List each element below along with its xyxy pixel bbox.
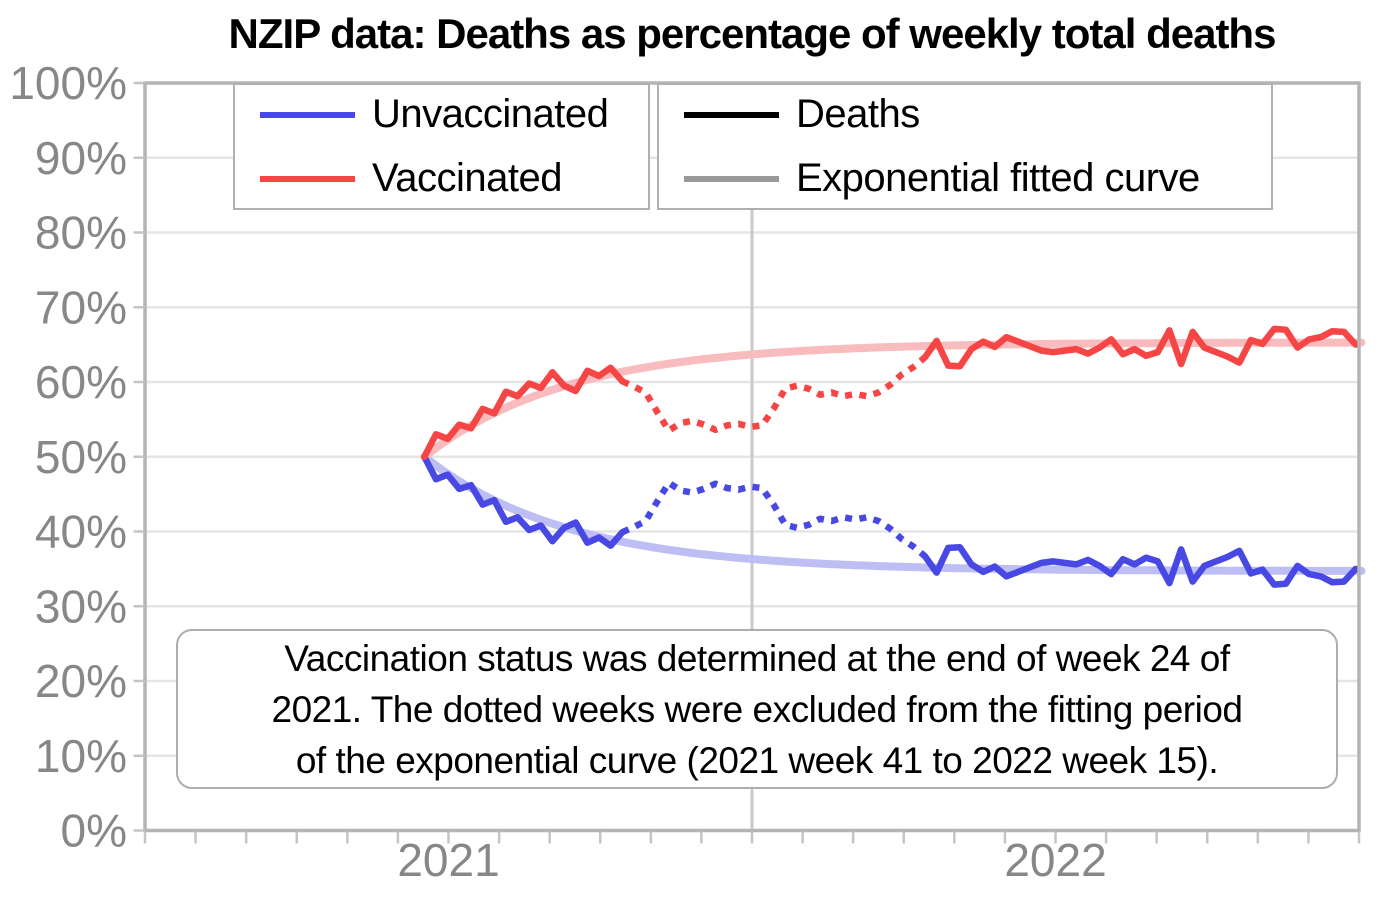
legend-entry-vaccinated: Vaccinated	[235, 156, 648, 201]
deaths-line-swatch	[684, 111, 779, 118]
y-tick-label: 10%	[35, 730, 127, 782]
unvaccinated-line-solid-2022	[921, 543, 1359, 588]
legend-label-deaths: Deaths	[796, 92, 920, 136]
fitted-curve-unvaccinated	[420, 452, 1366, 575]
chart-title: NZIP data: Deaths as percentage of weekl…	[228, 10, 1277, 57]
x-tick-label: 2022	[1004, 834, 1106, 886]
unvaccinated-line-solid-2021	[421, 453, 626, 549]
y-tick-label: 30%	[35, 580, 127, 632]
x-tick-label: 2021	[397, 834, 499, 886]
unvaccinated-line-dotted-excluded	[620, 479, 928, 559]
y-tick-label: 80%	[35, 207, 127, 259]
legend-label-unvaccinated: Unvaccinated	[372, 92, 609, 136]
vaccinated-line-solid-2022	[921, 325, 1359, 370]
exponential-fit-line-swatch	[684, 175, 779, 182]
legend-entry-unvaccinated: Unvaccinated	[235, 92, 648, 137]
y-tick-label: 40%	[35, 506, 127, 558]
y-tick-label: 60%	[35, 356, 127, 408]
unvaccinated-line-swatch	[260, 111, 355, 118]
y-tick-label: 0%	[61, 805, 127, 857]
vaccinated-line-swatch	[260, 175, 355, 182]
legend-label-vaccinated: Vaccinated	[372, 156, 562, 200]
y-tick-label: 90%	[35, 132, 127, 184]
y-tick-label: 100%	[9, 57, 127, 109]
legend-box-linestyle: Deaths Exponential fitted curve	[657, 83, 1273, 210]
y-tick-label: 20%	[35, 655, 127, 707]
annotation-box: Vaccination status was determined at the…	[176, 629, 1338, 789]
annotation-text: Vaccination status was determined at the…	[271, 637, 1243, 781]
vaccinated-line-solid-2021	[421, 364, 626, 461]
vaccinated-line-dotted-excluded	[620, 354, 928, 434]
y-tick-label: 50%	[35, 431, 127, 483]
legend-box-status: Unvaccinated Vaccinated	[233, 83, 650, 210]
legend-entry-exponential-fit: Exponential fitted curve	[659, 156, 1271, 201]
legend-entry-deaths: Deaths	[659, 92, 1271, 137]
fitted-curve-vaccinated	[420, 338, 1366, 461]
y-tick-label: 70%	[35, 281, 127, 333]
legend-label-exponential-fit: Exponential fitted curve	[796, 156, 1200, 200]
